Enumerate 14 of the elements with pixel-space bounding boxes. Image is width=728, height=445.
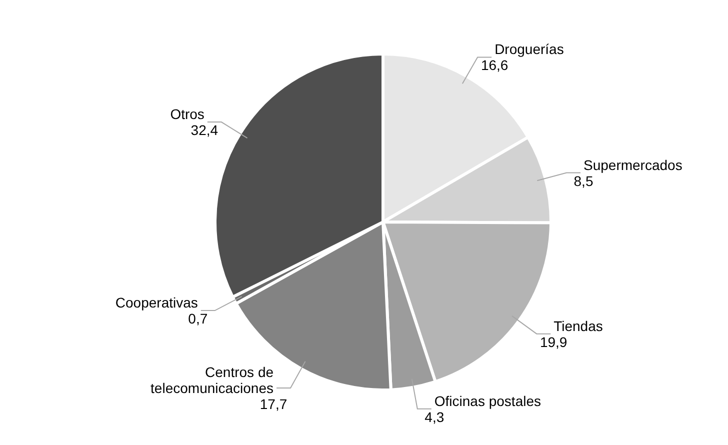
data-label: 32,4 (190, 122, 218, 138)
slice-label: Otros (170, 106, 204, 122)
slice-label: Cooperativas (115, 294, 198, 311)
data-label: 16,6 (480, 57, 508, 74)
data-label: 8,5 (574, 172, 594, 189)
data-label: 17,7 (260, 396, 288, 412)
data-label: 4,3 (424, 408, 444, 425)
slice-label: Supermercados (584, 156, 682, 173)
data-label: 0,7 (188, 310, 208, 327)
slice-label: Centros de telecomunicaciones (150, 364, 274, 396)
slice-label: Oficinas postales (434, 392, 542, 409)
slice-label: Droguerías (494, 41, 564, 58)
slice-label: Tiendas (554, 318, 603, 334)
data-label: 19,9 (540, 334, 568, 350)
